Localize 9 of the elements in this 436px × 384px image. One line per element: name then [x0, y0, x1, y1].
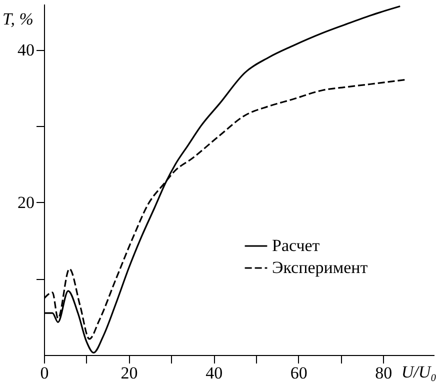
legend-label: Расчет [272, 236, 320, 255]
y-axis-title: T, % [2, 10, 34, 28]
legend-label: Эксперимент [272, 258, 368, 277]
x-tick-label: 40 [206, 364, 223, 382]
x-tick-label: 20 [120, 364, 138, 382]
x-axis-title: U/U₀ [401, 362, 436, 382]
x-tick-label: 0 [40, 364, 49, 382]
x-tick-label: 60 [290, 364, 308, 382]
x-tick-label: 80 [375, 364, 392, 382]
